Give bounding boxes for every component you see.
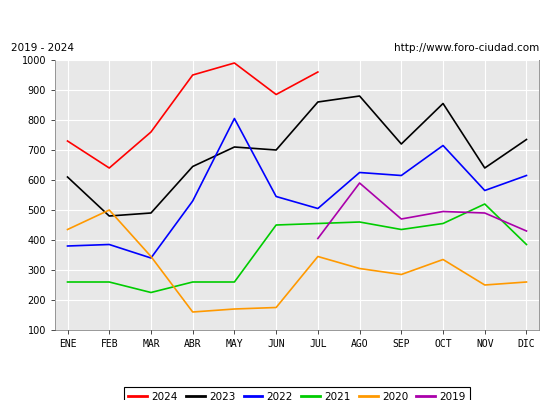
Text: http://www.foro-ciudad.com: http://www.foro-ciudad.com [394,43,539,53]
Text: Evolucion Nº Turistas Extranjeros en el municipio de Camas: Evolucion Nº Turistas Extranjeros en el … [76,14,474,26]
Text: 2019 - 2024: 2019 - 2024 [11,43,74,53]
Legend: 2024, 2023, 2022, 2021, 2020, 2019: 2024, 2023, 2022, 2021, 2020, 2019 [124,388,470,400]
